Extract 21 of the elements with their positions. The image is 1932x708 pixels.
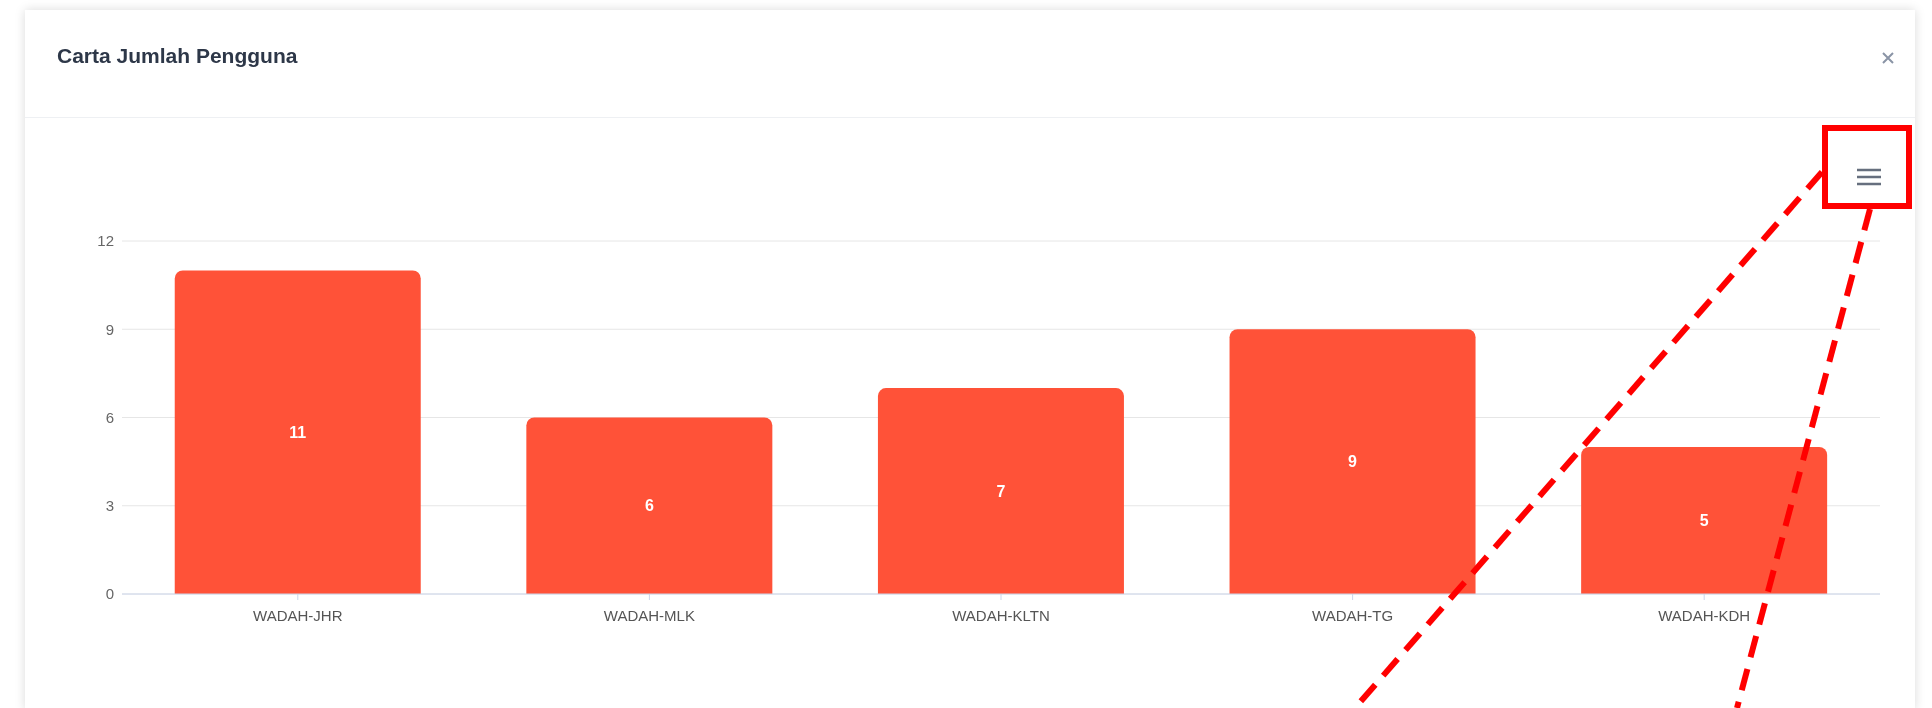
x-tick-label: WADAH-KDH [1658,606,1751,624]
y-tick-label: 0 [105,585,114,603]
y-tick-label: 9 [105,320,114,338]
data-label: 11 [289,423,307,441]
x-tick-label: WADAH-TG [1312,606,1394,624]
x-tick-label: WADAH-KLTN [952,606,1050,624]
y-tick-label: 3 [105,497,114,515]
bar [877,388,1124,594]
y-tick-label: 12 [97,232,114,250]
chart-title: Carta Jumlah Pengguna [57,44,298,68]
y-tick-label: 6 [105,408,114,426]
bar [1229,329,1476,594]
bar [174,270,421,594]
data-label: 5 [1699,512,1709,530]
data-label: 7 [996,482,1006,500]
data-label: 9 [1348,453,1358,471]
x-tick-label: WADAH-MLK [603,606,695,624]
bar [1581,446,1828,594]
bar [526,417,773,594]
data-label: 6 [644,497,654,515]
x-tick-label: WADAH-JHR [253,606,343,624]
